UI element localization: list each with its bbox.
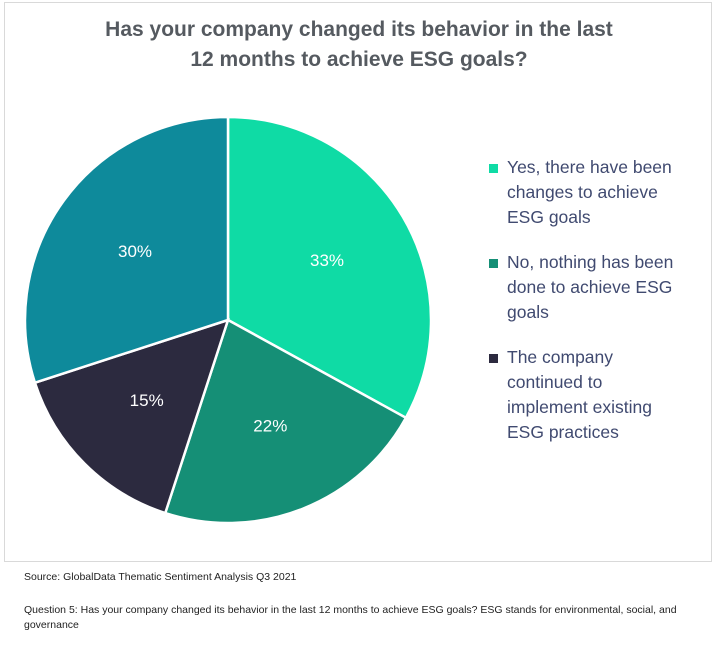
legend-label-no-line-1: No, nothing has been	[507, 252, 674, 272]
source-note: Source: GlobalData Thematic Sentiment An…	[24, 571, 297, 583]
legend-label-continued-line-4: ESG practices	[507, 422, 619, 442]
legend-item-yes: Yes, there have been changes to achieve …	[489, 155, 709, 230]
chart-title-line-1: Has your company changed its behavior in…	[105, 18, 613, 41]
legend-label-continued-line-1: The company	[507, 347, 614, 367]
legend-label-yes-line-3: ESG goals	[507, 207, 591, 227]
legend-label-continued-line-2: continued to	[507, 372, 603, 392]
pie-label-0: 33%	[310, 251, 344, 270]
legend-label-no-line-2: done to achieve ESG	[507, 277, 673, 297]
pie-label-3: 30%	[118, 242, 152, 261]
chart-title-line-2: 12 months to achieve ESG goals?	[190, 48, 528, 71]
chart-title: Has your company changed its behavior in…	[5, 15, 713, 75]
legend-label-yes-line-2: changes to achieve	[507, 182, 658, 202]
legend-item-no: No, nothing has been done to achieve ESG…	[489, 250, 709, 325]
legend-label-yes-line-1: Yes, there have been	[507, 157, 672, 177]
chart-container: Has your company changed its behavior in…	[4, 2, 712, 562]
pie-slice-3	[23, 115, 230, 385]
legend-swatch-yes	[489, 164, 498, 173]
legend-label-continued-line-3: implement existing	[507, 397, 652, 417]
legend-swatch-no	[489, 259, 498, 268]
pie-slice-1	[163, 318, 408, 525]
pie-slice-0	[226, 115, 433, 420]
legend-swatch-continued	[489, 354, 498, 363]
pie-label-2: 15%	[130, 391, 164, 410]
pie-label-1: 22%	[253, 416, 287, 435]
chart-legend: Yes, there have been changes to achieve …	[489, 155, 709, 465]
pie-chart: 33% 22% 15% 30%	[23, 115, 433, 525]
legend-item-continued: The company continued to implement exist…	[489, 345, 709, 445]
question-note: Question 5: Has your company changed its…	[24, 604, 677, 631]
legend-label-no-line-3: goals	[507, 302, 549, 322]
